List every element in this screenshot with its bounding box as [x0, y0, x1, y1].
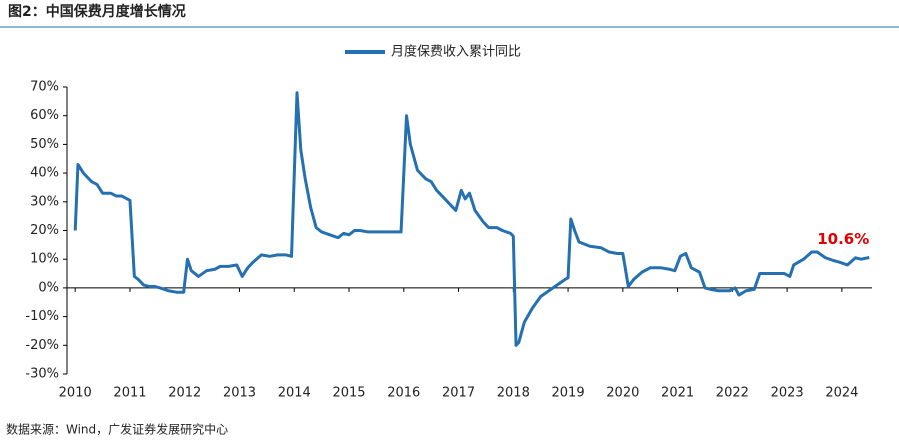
annotation: 10.6%	[817, 230, 869, 248]
x-tick-label: 2020	[606, 386, 639, 401]
x-tick-label: 2011	[113, 386, 146, 401]
x-tick-label: 2019	[552, 386, 585, 401]
chart-title: 图2：中国保费月度增长情况	[8, 3, 186, 20]
legend-label: 月度保费收入累计同比	[391, 44, 521, 60]
series-line	[73, 91, 870, 347]
source-note: 数据来源：Wind，广发证券发展研究中心	[6, 422, 228, 437]
x-tick-label: 2015	[332, 386, 365, 401]
x-tick-label: 2013	[223, 386, 256, 401]
y-tick-label: 0%	[38, 280, 59, 295]
y-tick-label: 40%	[30, 166, 59, 181]
y-tick-label: -30%	[25, 367, 59, 382]
x-tick-label: 2018	[497, 386, 530, 401]
y-tick-label: -10%	[25, 309, 59, 324]
x-tick-label: 2023	[771, 386, 804, 401]
y-tick-label: 60%	[30, 108, 59, 123]
x-tick-label: 2014	[278, 386, 311, 401]
x-tick-label: 2022	[716, 386, 749, 401]
y-tick-label: -20%	[25, 338, 59, 353]
y-tick-label: 10%	[30, 252, 59, 267]
x-tick-label: 2024	[825, 386, 858, 401]
x-tick-label: 2012	[168, 386, 201, 401]
x-tick-label: 2021	[661, 386, 694, 401]
y-tick-label: 70%	[30, 80, 59, 95]
x-tick-label: 2010	[59, 386, 92, 401]
y-tick-label: 50%	[30, 137, 59, 152]
x-tick-label: 2017	[442, 386, 475, 401]
y-tick-label: 20%	[30, 223, 59, 238]
y-tick-label: 30%	[30, 194, 59, 209]
x-tick-label: 2016	[387, 386, 420, 401]
